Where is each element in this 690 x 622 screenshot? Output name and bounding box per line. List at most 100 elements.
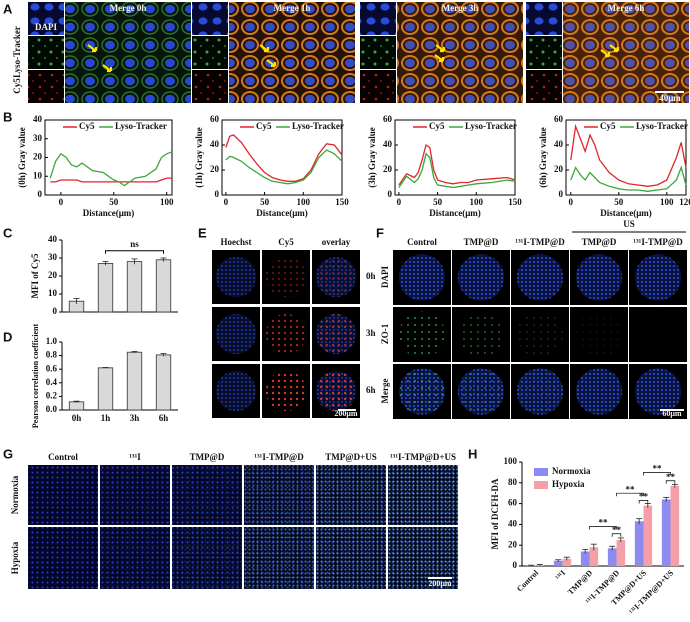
channel-label: Cy5 [12, 78, 22, 94]
scale-label: 60μm [662, 409, 682, 418]
bar [670, 485, 680, 566]
micrograph [526, 2, 562, 35]
x-axis-label: Distance(μm) [429, 208, 481, 218]
y-tick-label: 20 [210, 164, 220, 174]
row-label: DAPI [380, 266, 390, 288]
spheroid [575, 368, 623, 415]
legend-label: Lyso-Tracker [636, 121, 688, 131]
micrograph [192, 36, 228, 69]
bar [68, 401, 85, 411]
panel-letter: E [198, 225, 207, 240]
bar [562, 558, 572, 566]
bar [607, 548, 617, 566]
micrograph [397, 2, 523, 103]
micrograph [563, 2, 689, 103]
series-line [50, 177, 172, 183]
legend-label: Hypoxia [552, 479, 585, 489]
merge-header: Merge 3h [442, 3, 479, 13]
micrograph [526, 36, 562, 69]
x-tick-label: Control [515, 568, 541, 594]
series-line [398, 152, 516, 189]
x-tick-label: 0 [569, 197, 574, 207]
micrograph [172, 527, 242, 589]
y-tick-label: 1.0 [46, 336, 58, 346]
bracket [589, 526, 617, 530]
x-tick-label: 50 [614, 197, 624, 207]
spheroid [215, 313, 257, 355]
annotation: ** [639, 492, 649, 502]
bracket [638, 500, 649, 504]
y-tick-label: 40 [33, 114, 43, 124]
legend-label: Lyso-Tracker [292, 121, 344, 131]
y-tick-label: 10 [33, 170, 43, 180]
x-tick-label: 1h [101, 413, 111, 423]
row-label: Merge [380, 379, 390, 404]
bar [580, 551, 590, 566]
bar [616, 540, 626, 566]
spheroid [315, 313, 357, 355]
bar [589, 547, 599, 566]
bracket [616, 492, 644, 497]
column-header: Hoechst [221, 237, 252, 247]
micrograph [65, 2, 191, 103]
y-tick-label: 60 [210, 114, 220, 124]
spheroid [634, 254, 682, 301]
y-tick-label: 40 [210, 139, 220, 149]
y-tick-label: 0 [53, 306, 58, 316]
micrograph [229, 2, 355, 103]
row-label: Normoxia [10, 475, 20, 514]
spheroid [315, 370, 357, 412]
row-label: Hypoxia [10, 541, 20, 574]
annotation: ** [626, 484, 636, 494]
bar [634, 521, 644, 566]
y-tick-label: 20 [508, 539, 518, 549]
legend-label: Cy5 [600, 121, 616, 131]
micrograph [28, 527, 98, 589]
column-header: ¹³¹I-TMP@D [254, 452, 304, 462]
arrow [266, 59, 277, 68]
y-tick-label: 60 [508, 498, 518, 508]
channel-label: Lyso-Tracker [12, 26, 22, 78]
x-tick-label: 120 [679, 197, 690, 207]
spheroid [575, 311, 623, 358]
spheroid [457, 254, 505, 301]
spheroid [634, 368, 682, 415]
y-tick-label: 0.6 [46, 363, 58, 373]
x-tick-label: ¹³¹I [554, 568, 568, 582]
spheroid [315, 256, 357, 298]
x-tick-label: 100 [297, 197, 311, 207]
column-header: TMP@D [582, 237, 617, 247]
y-tick-label: 0.8 [46, 350, 58, 360]
micrograph [229, 2, 355, 103]
y-tick-label: 0 [388, 189, 393, 199]
scale-label: 200μm [428, 579, 452, 588]
x-tick-label: 50 [433, 197, 443, 207]
legend-swatch [534, 468, 548, 476]
y-tick-label: 0.4 [46, 377, 58, 387]
group-label: US [623, 219, 635, 229]
bar [126, 261, 143, 313]
panel-letter: D [3, 329, 12, 344]
micrograph [28, 2, 64, 35]
spheroid [265, 313, 307, 355]
x-tick-label: 0 [397, 197, 402, 207]
panel-letter: B [3, 109, 12, 124]
x-tick-label: 0 [59, 197, 64, 207]
legend-label: Cy5 [256, 121, 272, 131]
y-tick-label: 20 [554, 164, 564, 174]
micrograph [100, 527, 170, 589]
y-tick-label: 0 [38, 189, 43, 199]
spheroid [265, 256, 307, 298]
bar [155, 354, 172, 411]
micrograph [563, 2, 689, 103]
legend-label: Normoxia [552, 466, 591, 476]
x-tick-label: 100 [160, 197, 174, 207]
y-tick-label: 40 [508, 518, 518, 528]
y-axis-label: (6h) Gray value [538, 127, 548, 188]
bar [553, 560, 563, 566]
y-tick-label: 60 [554, 114, 564, 124]
y-tick-label: 80 [508, 477, 518, 487]
bar [97, 262, 114, 313]
bar [661, 499, 671, 566]
arrow [434, 54, 445, 63]
